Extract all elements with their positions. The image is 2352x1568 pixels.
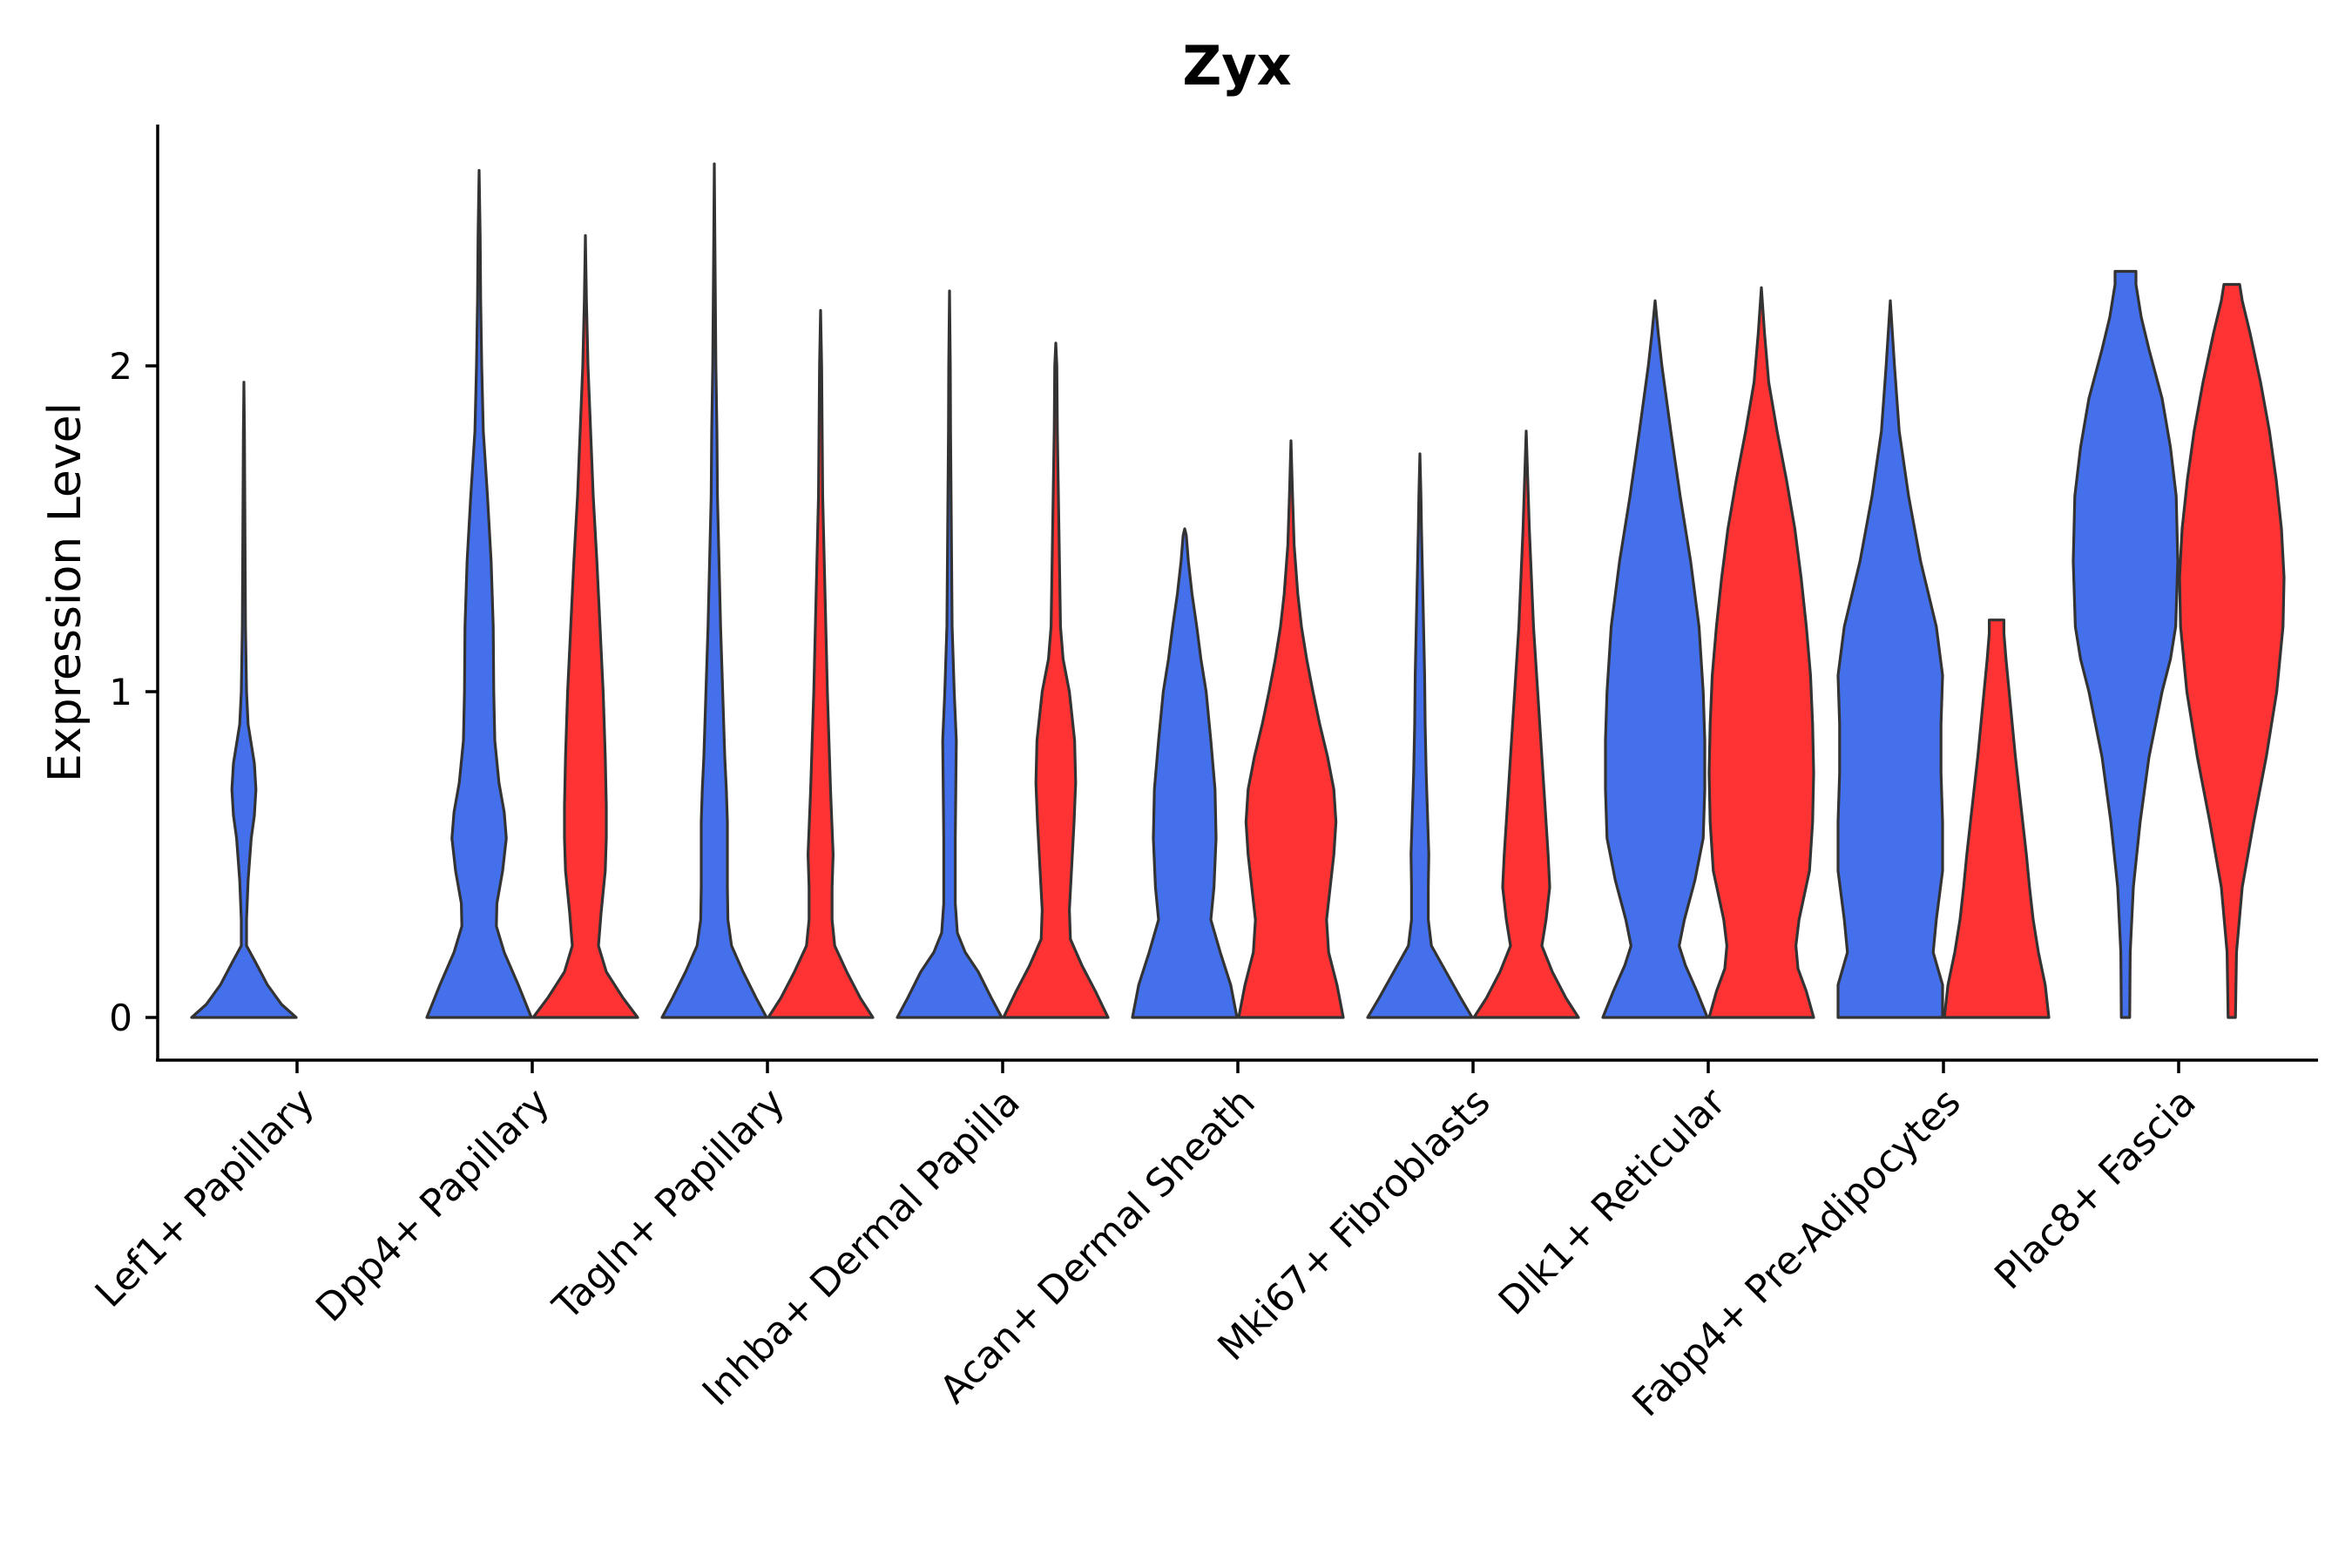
violin-red [1472, 429, 1580, 1019]
violin-blue [896, 289, 1004, 1019]
x-tick-label: Plac8+ Fascia [1986, 1080, 2205, 1299]
violin-blue [190, 381, 298, 1019]
y-axis-ticks: 0 1 2 [109, 345, 158, 1039]
y-tick-label: 0 [109, 997, 132, 1039]
violin-blue [1131, 527, 1239, 1019]
violin-red [1943, 618, 2051, 1019]
violin-blue [660, 162, 768, 1019]
violin-red [2178, 282, 2286, 1019]
violin-red [767, 308, 875, 1019]
violin-blue [2072, 269, 2180, 1019]
violin-blue [425, 169, 533, 1019]
y-tick-label: 2 [109, 345, 132, 388]
violin-red [1002, 341, 1110, 1019]
violin-blue [1601, 299, 1709, 1019]
violin-red [1707, 286, 1815, 1019]
x-tick-label: Lef1+ Papillary [87, 1080, 323, 1316]
x-tick-label: Mki67+ Fibroblasts [1209, 1080, 1498, 1369]
violin-blue [1366, 452, 1474, 1019]
x-tick-label: Dlk1+ Reticular [1490, 1079, 1735, 1324]
x-tick-label: Tagln+ Papillary [544, 1080, 794, 1329]
y-tick-label: 1 [109, 671, 132, 713]
violin-red [531, 233, 639, 1019]
violin-red [1237, 439, 1345, 1019]
violin-plot-area [190, 162, 2286, 1019]
y-axis-label: Expression Level [39, 402, 91, 782]
violin-blue [1836, 299, 1944, 1019]
x-tick-label: Dpp4+ Papillary [308, 1080, 558, 1331]
chart-title: Zyx [1182, 34, 1291, 98]
